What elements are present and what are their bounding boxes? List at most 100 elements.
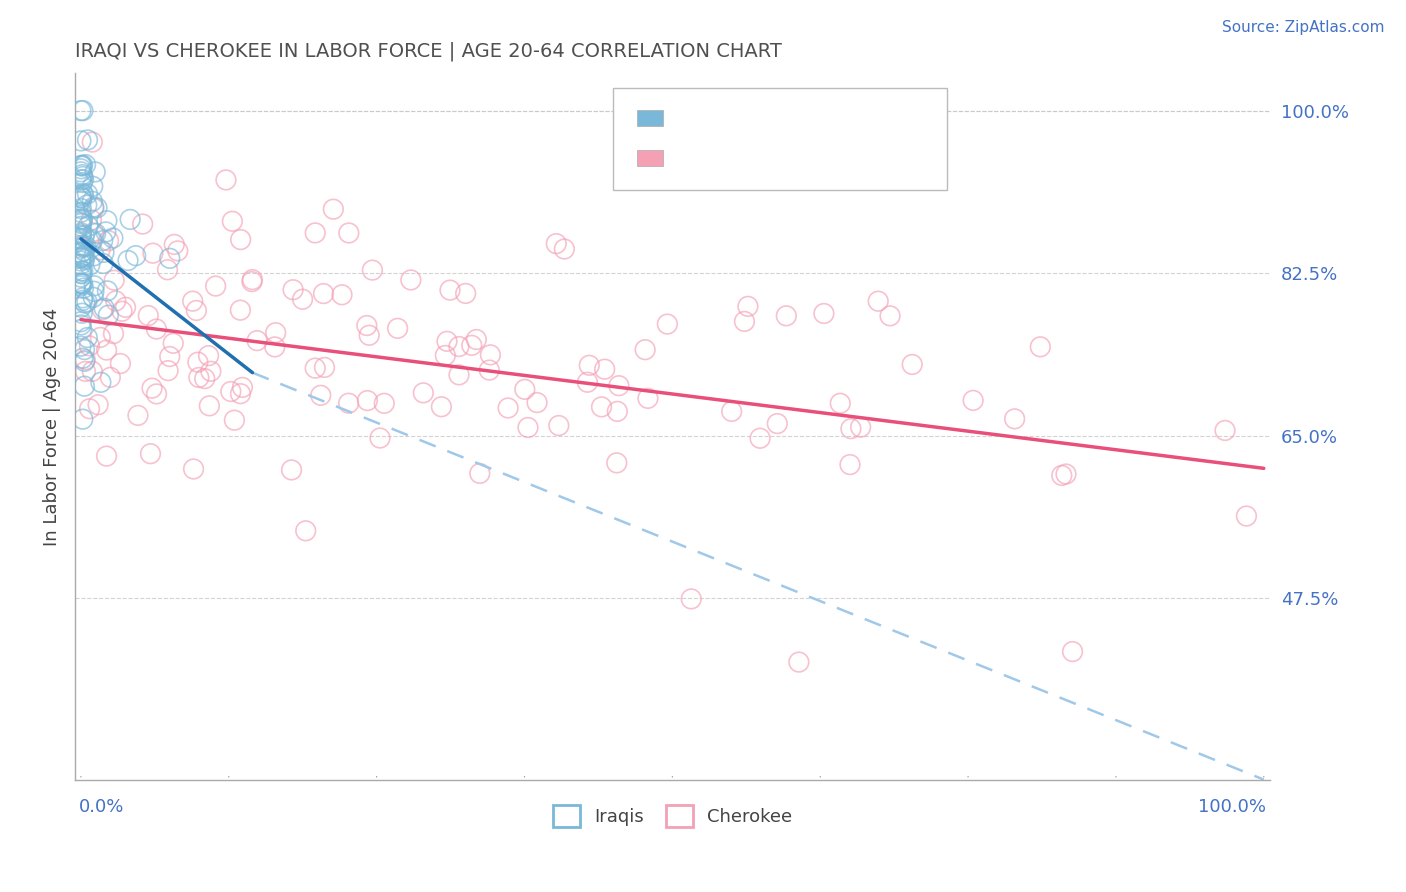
Point — [91, 234, 114, 248]
Point — [221, 214, 243, 228]
Point — [197, 349, 219, 363]
Point — [280, 463, 302, 477]
Text: N =: N = — [818, 109, 858, 127]
Point — [73, 252, 96, 267]
Point — [412, 385, 434, 400]
Point — [70, 315, 93, 329]
Point — [70, 238, 93, 252]
Point — [439, 283, 461, 297]
Point — [125, 249, 148, 263]
Point — [93, 245, 115, 260]
Point — [70, 322, 93, 336]
Point — [79, 401, 101, 416]
Point — [513, 383, 536, 397]
Point — [96, 213, 118, 227]
Point — [356, 393, 378, 408]
Point — [70, 241, 93, 255]
Point — [83, 249, 105, 263]
Point — [70, 339, 93, 353]
Point — [606, 456, 628, 470]
Point — [72, 172, 94, 186]
Point — [200, 364, 222, 378]
Point — [517, 420, 540, 434]
Point — [359, 328, 381, 343]
Point — [79, 258, 101, 272]
Point — [447, 340, 470, 354]
Point — [70, 226, 93, 240]
Point — [447, 368, 470, 382]
Point — [145, 322, 167, 336]
Point — [70, 191, 93, 205]
Point — [89, 243, 111, 257]
Point — [101, 231, 124, 245]
Point — [72, 169, 94, 184]
Point — [83, 200, 105, 214]
Point — [720, 404, 742, 418]
Point — [80, 213, 103, 227]
Point — [901, 358, 924, 372]
Point — [849, 420, 872, 434]
Point — [224, 413, 246, 427]
Point — [76, 294, 98, 309]
Point — [80, 235, 103, 249]
Point — [131, 217, 153, 231]
Point — [387, 321, 409, 335]
Point — [879, 309, 901, 323]
FancyBboxPatch shape — [613, 87, 948, 190]
Point — [82, 135, 104, 149]
Point — [93, 301, 115, 316]
Point — [681, 591, 703, 606]
Point — [436, 334, 458, 349]
Point — [430, 400, 453, 414]
Point — [110, 357, 132, 371]
Text: 0.0%: 0.0% — [79, 798, 124, 816]
Point — [766, 417, 789, 431]
Point — [70, 176, 93, 190]
Point — [461, 338, 484, 352]
Point — [70, 277, 93, 291]
Point — [309, 388, 332, 402]
Point — [70, 228, 93, 243]
Point — [749, 431, 772, 445]
Point — [578, 359, 600, 373]
Point — [127, 409, 149, 423]
Point — [72, 158, 94, 172]
Point — [84, 227, 107, 241]
Point — [98, 370, 121, 384]
Point — [198, 399, 221, 413]
Point — [70, 245, 93, 260]
Point — [70, 212, 93, 227]
Point — [368, 431, 391, 445]
Point — [103, 273, 125, 287]
Point — [322, 202, 344, 217]
Point — [91, 302, 114, 317]
Point — [82, 194, 104, 209]
Point — [159, 252, 181, 266]
Point — [103, 326, 125, 341]
Bar — [637, 151, 662, 166]
Point — [86, 201, 108, 215]
Point — [72, 187, 94, 202]
Point — [96, 343, 118, 357]
Point — [181, 294, 204, 309]
Point — [72, 240, 94, 254]
Point — [70, 257, 93, 271]
Point — [454, 286, 477, 301]
Point — [73, 296, 96, 310]
Point — [75, 352, 97, 367]
Text: 100.0%: 100.0% — [1198, 798, 1267, 816]
Point — [465, 333, 488, 347]
Point — [70, 159, 93, 173]
Point — [231, 380, 253, 394]
Point — [72, 351, 94, 366]
Point — [183, 462, 205, 476]
Text: -0.385: -0.385 — [725, 149, 785, 167]
Point — [120, 212, 142, 227]
Point — [1029, 340, 1052, 354]
Point — [839, 422, 862, 436]
Point — [637, 392, 659, 406]
Point — [242, 272, 264, 286]
Point — [83, 285, 105, 299]
Bar — [637, 110, 662, 126]
Point — [186, 303, 208, 318]
